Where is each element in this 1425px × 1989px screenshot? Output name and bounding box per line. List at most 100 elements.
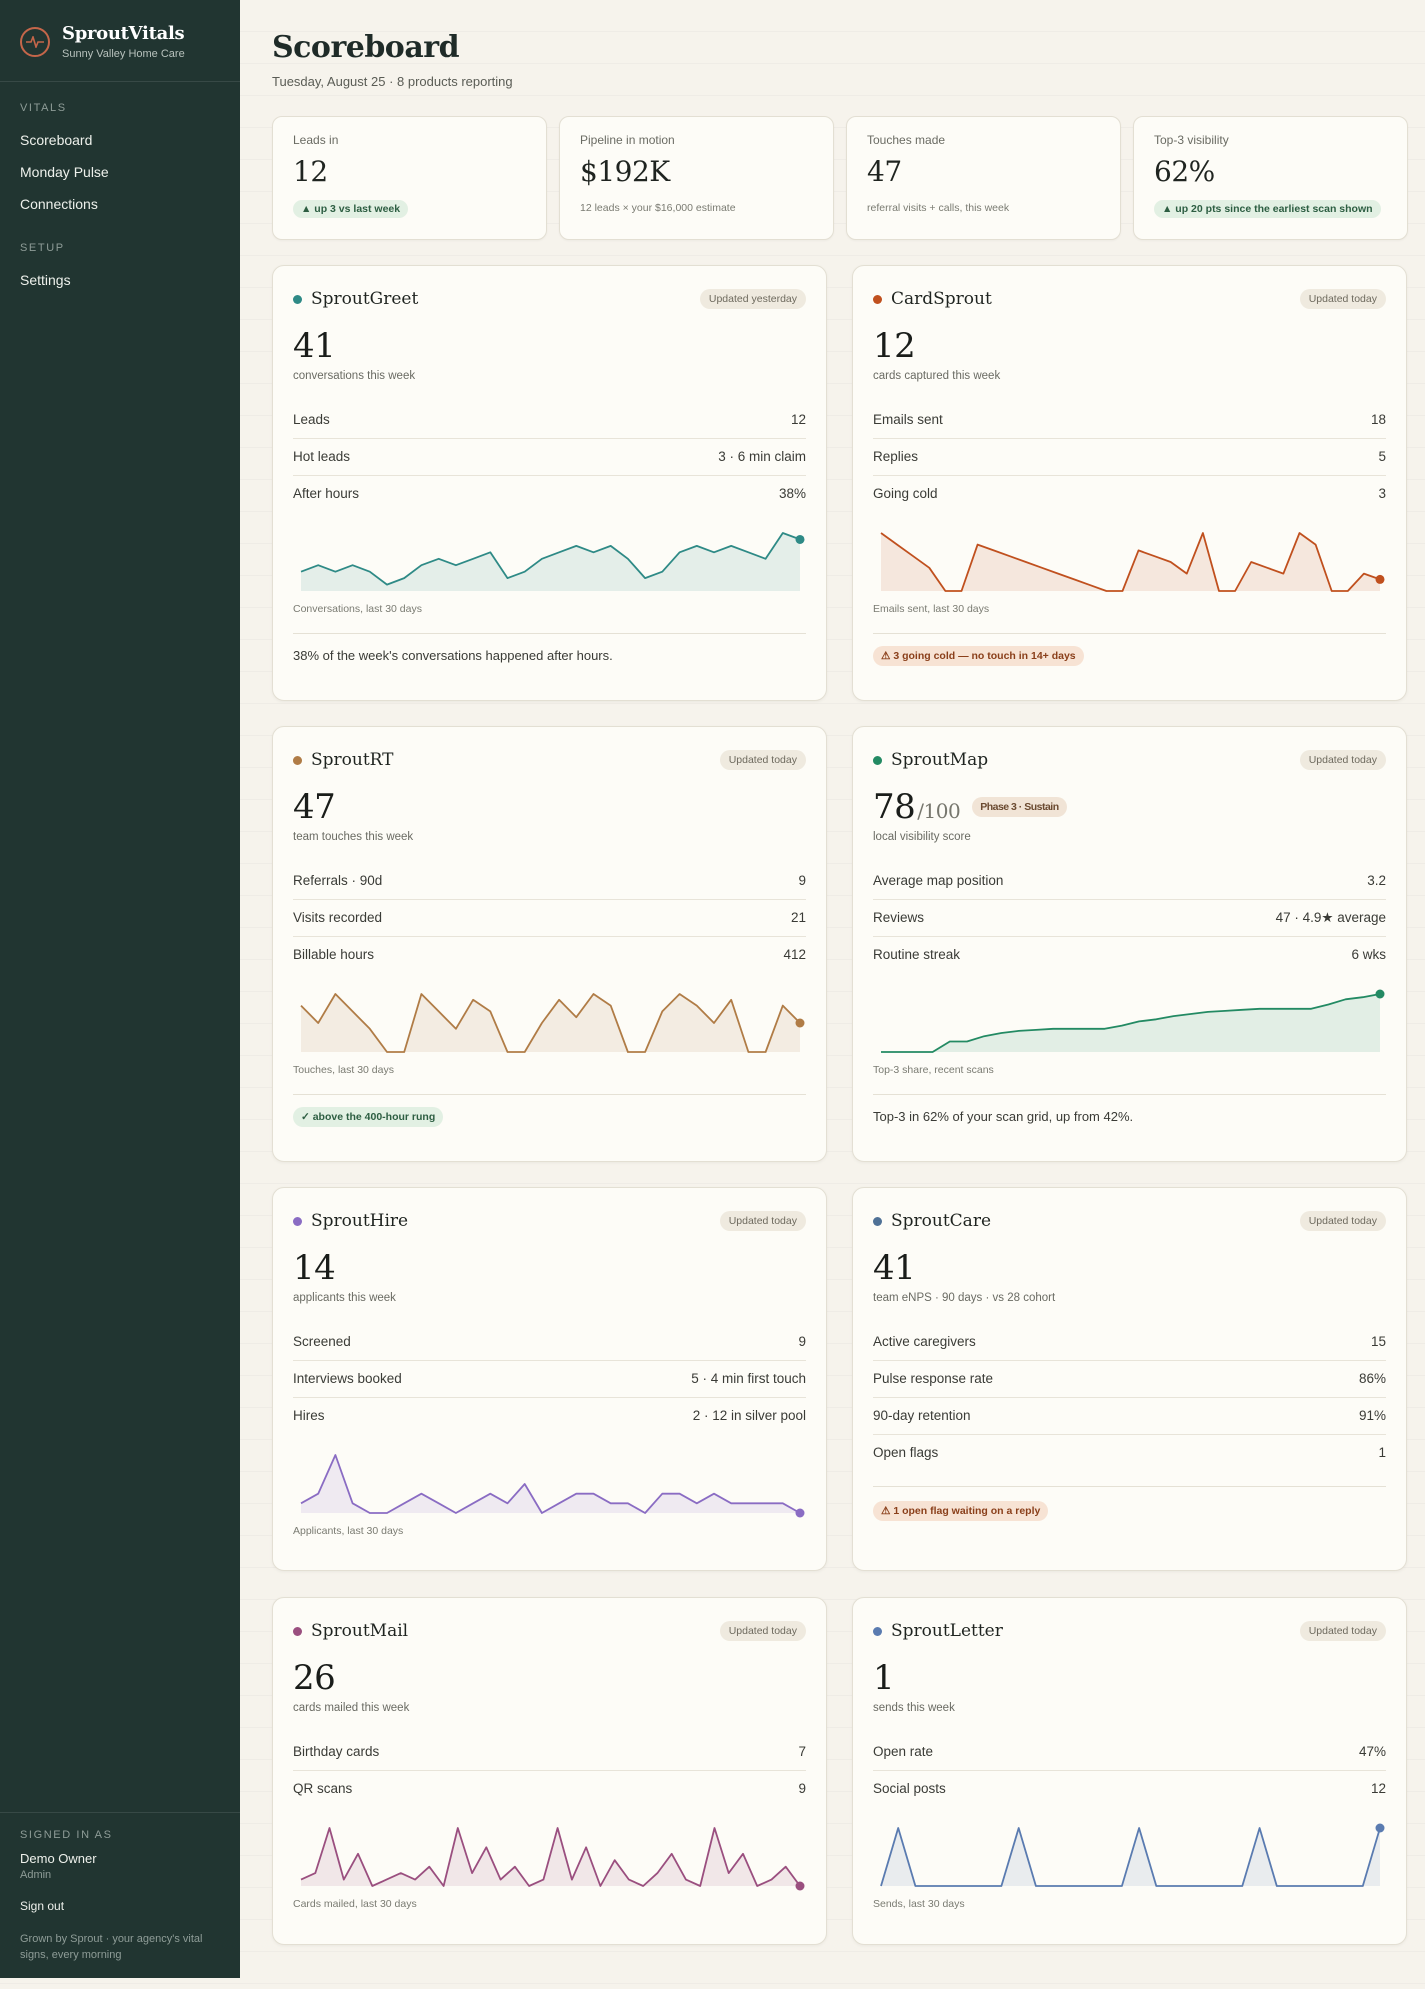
card-cardsprout[interactable]: CardSprout Updated today 12 cards captur… [852,265,1407,701]
stat-value: 9 [798,1781,806,1796]
kpi-row: Leads in 12 ▲ up 3 vs last week Pipeline… [272,116,1408,240]
sparkline-endpoint [795,534,805,544]
sign-out-link[interactable]: Sign out [20,1899,65,1913]
stat-value: 86% [1358,1371,1386,1386]
status-dot [873,1216,882,1226]
updated-badge: Updated yesterday [699,289,806,309]
sparkline-line [300,1454,801,1514]
stat-label: Emails sent [873,412,943,427]
nav-item-scoreboard[interactable]: Scoreboard [20,132,93,148]
card-title: SproutHire [311,1211,409,1231]
kpi-label: Leads in [293,133,339,147]
sparkline-chart [300,1827,805,1891]
kpi-label: Touches made [867,133,946,147]
stat-value: 6 wks [1351,947,1386,962]
sidebar-footer: SIGNED IN AS Demo Owner Admin Sign out G… [0,1812,240,1978]
sidebar: SproutVitals Sunny Valley Home Care VITA… [0,0,240,1978]
stat-row: Replies 5 [873,439,1386,476]
stat-label: Interviews booked [293,1371,402,1386]
kpi-pipeline: Pipeline in motion $192K 12 leads × your… [559,116,834,240]
kpi-value: 12 [293,155,328,188]
stat-label: Replies [873,449,919,464]
kpi-label: Pipeline in motion [580,133,675,147]
kpi-trend-badge: ▲ up 3 vs last week [293,200,409,218]
stat-row: Birthday cards 7 [293,1734,806,1771]
metric-caption: cards mailed this week [293,1702,410,1714]
sparkline-endpoint [795,1018,805,1028]
brand[interactable]: SproutVitals Sunny Valley Home Care [0,0,240,82]
sparkline-endpoint [795,1881,805,1891]
card-title: SproutMap [891,750,989,770]
card-sproutgreet[interactable]: SproutGreet Updated yesterday 41 convers… [272,265,827,701]
metric-suffix: /100 [917,799,961,823]
stat-value: 91% [1358,1408,1386,1423]
stat-label: Active caregivers [873,1334,976,1349]
metric-caption: conversations this week [293,370,416,382]
stat-row: Referrals · 90d 9 [293,863,806,900]
app-name: SproutVitals [62,23,185,44]
card-sproutrt[interactable]: SproutRT Updated today 47 team touches t… [272,726,827,1162]
nav-section-vitals: VITALS [20,102,67,114]
metric-value: 14 [293,1248,336,1288]
warning-badge: ⚠ 1 open flag waiting on a reply [873,1501,1049,1521]
card-footer-note: Top-3 in 62% of your scan grid, up from … [873,1094,1386,1124]
stat-row: Going cold 3 [873,476,1386,513]
card-sprouthire[interactable]: SproutHire Updated today 14 applicants t… [272,1187,827,1571]
card-sproutcare[interactable]: SproutCare Updated today 41 team eNPS · … [852,1187,1407,1571]
nav-item-settings[interactable]: Settings [20,272,71,288]
updated-badge: Updated today [1299,1211,1386,1231]
status-dot [873,294,882,304]
sparkline-area [881,533,1380,591]
stat-row: Pulse response rate 86% [873,1361,1386,1398]
card-sproutmap[interactable]: SproutMap Updated today 78/100 Phase 3 · … [852,726,1407,1162]
stat-row: Open rate 47% [873,1734,1386,1771]
sparkline-caption: Conversations, last 30 days [293,603,422,615]
sparkline-endpoint [1375,1823,1385,1833]
stat-label: Screened [293,1334,351,1349]
kpi-leads-in: Leads in 12 ▲ up 3 vs last week [272,116,547,240]
stat-value: 412 [783,947,806,962]
card-sproutletter[interactable]: SproutLetter Updated today 1 sends this … [852,1597,1407,1945]
nav-item-connections[interactable]: Connections [20,196,98,212]
updated-badge: Updated today [1299,750,1386,770]
page-title: Scoreboard [272,30,460,65]
warning-badge: ⚠ 3 going cold — no touch in 14+ days [873,646,1084,666]
card-title: SproutLetter [891,1621,1003,1641]
success-badge: ✓ above the 400-hour rung [293,1107,444,1127]
sparkline-caption: Emails sent, last 30 days [873,603,990,615]
sparkline-line [881,993,1381,1053]
stat-label: Social posts [873,1781,946,1796]
kpi-value: 62% [1154,155,1215,188]
updated-badge: Updated today [1299,1621,1386,1641]
stat-label: After hours [293,486,360,501]
updated-badge: Updated today [719,750,806,770]
stat-row: Open flags 1 [873,1435,1386,1472]
status-dot [293,755,302,765]
status-dot [873,1626,882,1636]
sparkline-area [881,994,1380,1052]
kpi-value: 47 [867,155,902,188]
stat-label: Going cold [873,486,938,501]
card-sproutmail[interactable]: SproutMail Updated today 26 cards mailed… [272,1597,827,1945]
nav-item-monday-pulse[interactable]: Monday Pulse [20,164,109,180]
card-title: SproutMail [311,1621,409,1641]
sparkline-line [880,1827,1381,1887]
stat-value: 15 [1370,1334,1386,1349]
sparkline-endpoint [1375,574,1385,584]
stat-value: 3.2 [1367,873,1386,888]
pulse-icon [20,26,50,57]
stat-label: Visits recorded [293,910,383,925]
sparkline-chart [300,1454,805,1518]
sparkline-caption: Sends, last 30 days [873,1898,965,1910]
sparkline-chart [300,532,805,591]
sparkline-chart [880,1823,1385,1887]
metric-value: 1 [873,1658,895,1698]
page-subtitle: Tuesday, August 25 · 8 products reportin… [272,74,513,89]
card-title: CardSprout [891,289,992,309]
signed-in-label: SIGNED IN AS [20,1829,113,1841]
stat-label: Hires [293,1408,325,1423]
card-title: SproutRT [311,750,394,770]
stat-value: 2 · 12 in silver pool [692,1408,806,1423]
sparkline-line [300,1827,801,1887]
updated-badge: Updated today [1299,289,1386,309]
